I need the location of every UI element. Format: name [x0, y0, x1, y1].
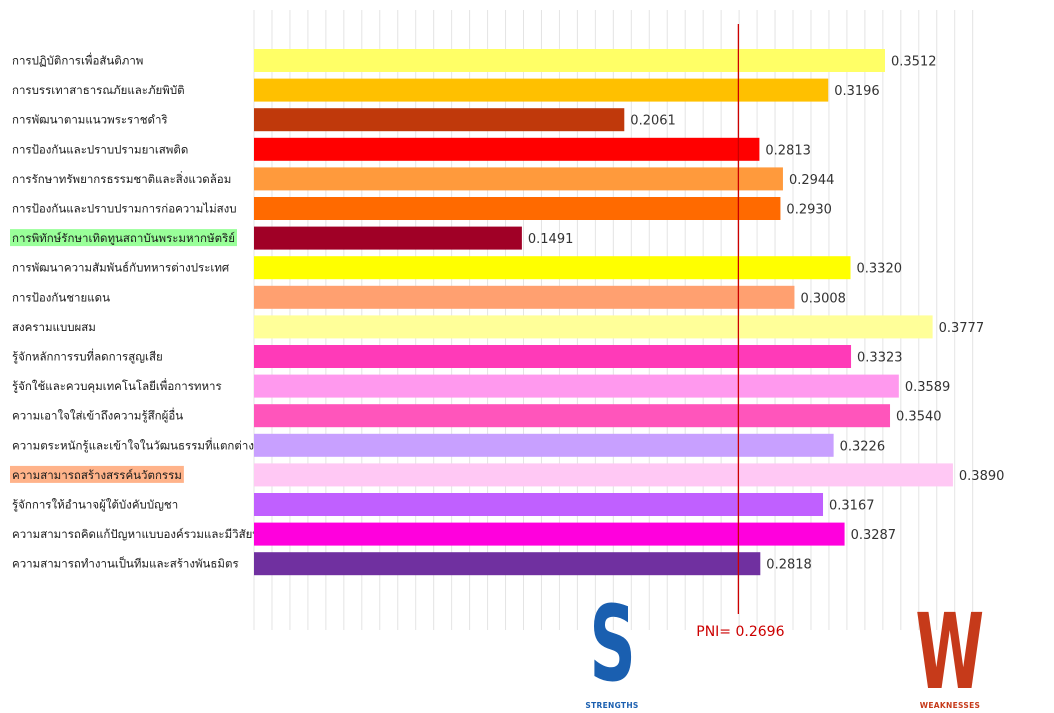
category-label: รู้จักหลักการรบที่ลดการสูญเสีย [12, 349, 163, 364]
category-label: การพัฒนาตามแนวพระราชดำริ [12, 113, 168, 127]
label-highlights [10, 229, 237, 483]
strengths-caption: STRENGTHS [585, 701, 638, 710]
category-label: การพิทักษ์รักษาเทิดทูนสถาบันพระมหากษัตริ… [12, 231, 235, 245]
value-label: 0.3777 [939, 321, 985, 336]
category-label: การป้องกันและปราบปรามยาเสพติด [12, 142, 188, 156]
bar [254, 49, 885, 72]
bar [254, 197, 781, 220]
category-label: การพัฒนาความสัมพันธ์กับทหารต่างประเทศ [12, 261, 230, 275]
pni-label: PNI= 0.2696 [696, 624, 784, 640]
value-label: 0.2061 [630, 114, 676, 129]
category-label: การป้องกันชายแดน [12, 290, 110, 304]
bar [254, 226, 522, 250]
bar [254, 552, 761, 576]
category-label: การบรรเทาสาธารณภัยและภัยพิบัติ [12, 83, 185, 97]
category-label: ความสามารถทำงานเป็นทีมและสร้างพันธมิตร [12, 556, 239, 571]
category-label: การรักษาทรัพยากรธรรมชาติและสิ่งแวดล้อม [12, 171, 231, 186]
value-label: 0.2944 [789, 173, 835, 188]
value-label: 0.3167 [829, 499, 875, 514]
category-label: รู้จักการให้อำนาจผู้ใต้บังคับบัญชา [12, 498, 178, 512]
value-label: 0.2930 [786, 203, 832, 218]
strengths-letter: S [589, 585, 635, 705]
strengths-logo: S STRENGTHS [585, 585, 638, 710]
bar [254, 463, 953, 487]
value-label: 0.3890 [959, 469, 1005, 484]
category-label: ความตระหนักรู้และเข้าใจในวัฒนธรรมที่แตกต… [12, 437, 254, 452]
label-highlight [10, 229, 237, 247]
category-label: ความเอาใจใส่เข้าถึงความรู้สึกผู้อื่น [12, 408, 183, 423]
weaknesses-letter: W [915, 592, 984, 713]
category-label: ความสามารถสร้างสรรค์นวัตกรรม [12, 468, 182, 482]
category-labels: การปฏิบัติการเพื่อสันติภาพการบรรเทาสาธาร… [12, 53, 275, 571]
bar [254, 522, 845, 546]
category-label: สงครามแบบผสม [12, 320, 96, 334]
label-highlight [10, 465, 184, 483]
value-label: 0.3196 [834, 84, 880, 99]
value-label: 0.2818 [766, 558, 812, 573]
value-label: 0.1491 [528, 232, 574, 247]
value-label: 0.3287 [851, 528, 897, 543]
bar [254, 256, 851, 280]
bar [254, 78, 829, 102]
bar [254, 315, 933, 339]
bar [254, 433, 834, 457]
value-label: 0.3008 [800, 291, 846, 306]
category-label: การปฏิบัติการเพื่อสันติภาพ [12, 53, 143, 68]
value-labels: 0.3512 0.3196 0.2061 0.2813 0.2944 0.2930 0.14… [528, 55, 1005, 573]
bar [254, 374, 899, 398]
weaknesses-logo: W WEAKNESSES [915, 592, 984, 713]
category-label: ความสามารถคิดแก้ปัญหาแบบองค์รวมและมีวิสั… [12, 527, 275, 541]
bar [254, 345, 852, 368]
bar [254, 493, 824, 516]
value-label: 0.2813 [765, 143, 811, 158]
value-label: 0.3323 [857, 351, 903, 366]
value-label: 0.3540 [896, 410, 942, 425]
category-label: รู้จักใช้และควบคุมเทคโนโลยีเพื่อการทหาร [12, 378, 222, 393]
value-label: 0.3589 [905, 380, 951, 395]
bar [254, 404, 891, 428]
weaknesses-caption: WEAKNESSES [920, 701, 980, 710]
bar [254, 137, 760, 161]
value-label: 0.3512 [891, 55, 937, 70]
value-label: 0.3226 [840, 439, 886, 454]
value-label: 0.3320 [857, 262, 903, 277]
bar [254, 108, 625, 132]
bar [254, 285, 795, 309]
bars [254, 49, 953, 576]
bar [254, 167, 783, 191]
category-label: การป้องกันและปราบปรามการก่อความไม่สงบ [12, 202, 237, 216]
